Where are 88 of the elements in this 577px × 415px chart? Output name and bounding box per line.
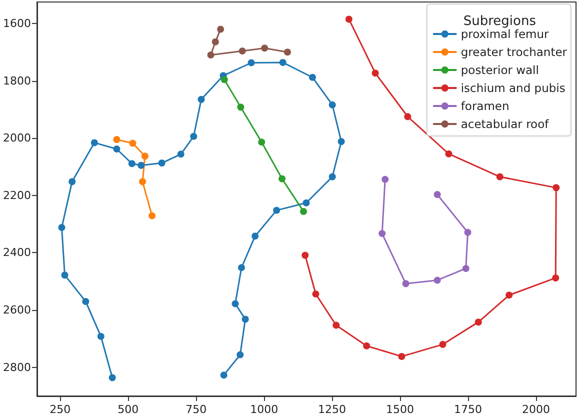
y-tick-label: 1600	[2, 16, 31, 30]
x-tick-label: 1250	[318, 403, 346, 415]
point	[220, 76, 228, 84]
y-tick-label: 2400	[2, 246, 31, 260]
y-tick-label: 1800	[2, 74, 31, 88]
point	[90, 139, 98, 146]
point	[113, 136, 120, 144]
x-tick-label: 2000	[522, 403, 550, 415]
point	[445, 150, 452, 158]
legend-label: ischium and pubis	[460, 81, 566, 95]
point	[506, 292, 513, 299]
point	[238, 264, 245, 272]
legend-label: acetabular roof	[460, 117, 550, 131]
legend-label: posterior wall	[460, 63, 539, 77]
point	[138, 162, 145, 169]
point	[139, 178, 146, 186]
point	[284, 48, 291, 56]
point	[220, 372, 228, 379]
point	[141, 152, 148, 160]
point	[378, 230, 386, 238]
point	[302, 199, 310, 206]
point	[190, 132, 198, 140]
x-tick-label: 1500	[386, 403, 414, 415]
point	[158, 160, 166, 167]
point	[302, 252, 309, 259]
point	[434, 276, 441, 284]
point	[439, 340, 446, 348]
point	[382, 176, 389, 183]
point	[217, 26, 224, 33]
y-tick-label: 2800	[2, 360, 31, 374]
point	[434, 191, 441, 198]
point	[328, 173, 336, 180]
point	[404, 113, 412, 120]
point	[552, 184, 560, 192]
point	[248, 59, 255, 66]
point	[207, 52, 214, 59]
y-tick-label: 2200	[2, 188, 31, 202]
point	[258, 138, 266, 146]
point	[129, 140, 136, 147]
point	[61, 272, 68, 279]
x-tick-label: 1750	[454, 403, 482, 415]
point	[212, 38, 219, 46]
point	[278, 175, 286, 182]
point	[198, 96, 205, 103]
point	[312, 290, 320, 298]
point	[242, 316, 249, 323]
point	[68, 178, 76, 186]
point	[402, 280, 410, 288]
point	[177, 150, 184, 158]
point	[237, 104, 244, 111]
x-tick-label: 500	[118, 403, 139, 415]
point	[273, 206, 280, 214]
point	[462, 264, 470, 272]
point	[238, 48, 246, 54]
legend-label: foramen	[460, 99, 510, 113]
y-tick-label: 2000	[2, 132, 31, 145]
x-tick-label: 1000	[250, 403, 278, 415]
x-tick-label: 250	[50, 403, 71, 415]
point	[308, 74, 316, 81]
point	[474, 318, 482, 326]
point	[82, 298, 90, 305]
point	[108, 374, 116, 382]
point	[552, 274, 560, 282]
point	[328, 101, 336, 108]
point	[464, 228, 472, 236]
point	[363, 342, 370, 350]
point	[261, 44, 268, 52]
point	[252, 232, 259, 240]
y-tick-label: 2600	[2, 304, 31, 317]
point	[372, 70, 379, 77]
point	[97, 332, 104, 340]
point	[338, 138, 345, 146]
point	[332, 322, 340, 329]
point	[113, 146, 120, 152]
point	[128, 160, 136, 168]
point	[236, 351, 244, 358]
point	[345, 16, 352, 23]
point	[148, 212, 156, 220]
point	[496, 173, 504, 180]
legend-label: greater trochanter	[460, 45, 568, 59]
point	[398, 352, 406, 360]
point	[279, 58, 286, 66]
legend-title: Subregions	[463, 14, 536, 29]
point	[232, 300, 239, 308]
point	[300, 208, 308, 215]
point	[58, 224, 66, 232]
legend-label: proximal femur	[460, 27, 550, 41]
x-tick-label: 750	[186, 403, 207, 415]
